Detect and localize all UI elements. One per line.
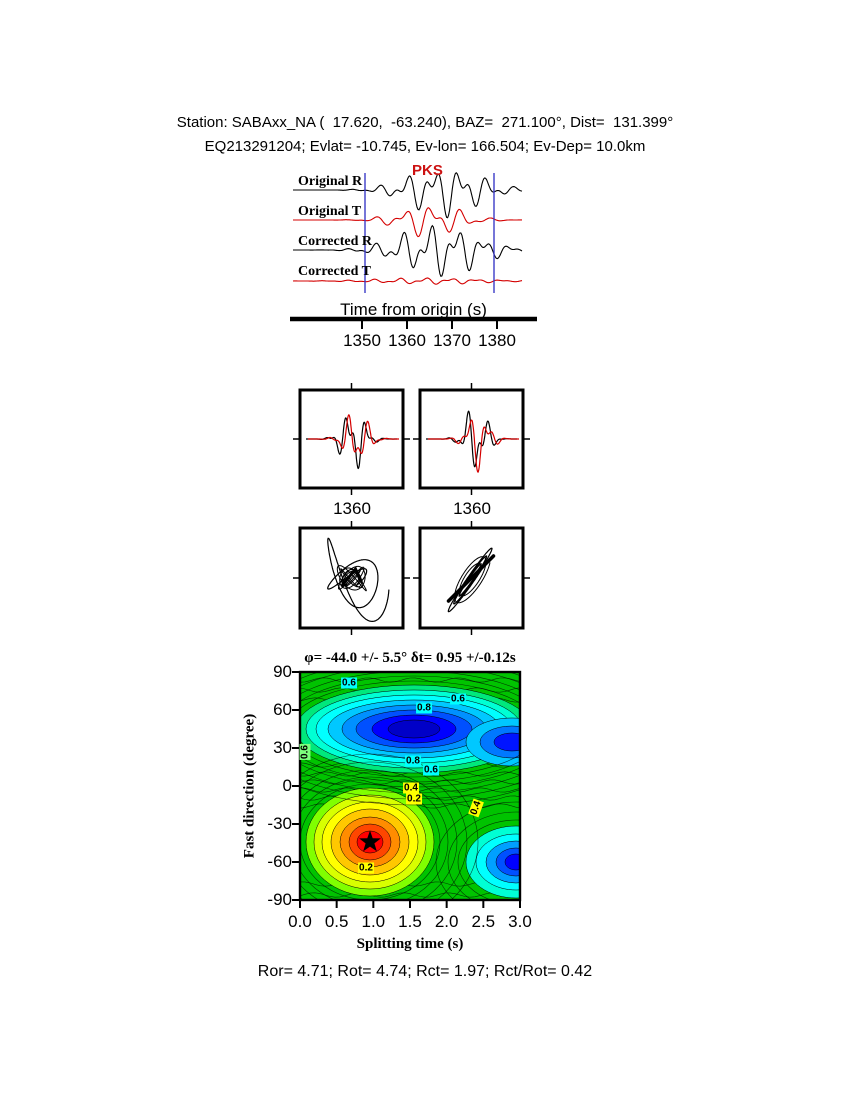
trace-label-original-t: Original T [298, 204, 362, 219]
contour-xtick-label: 2.5 [471, 912, 496, 931]
contour-title: φ= -44.0 +/- 5.5° δt= 0.95 +/-0.12s [304, 650, 516, 666]
contour-ytick-label: -30 [267, 814, 292, 833]
contour-xtick-label: 0.0 [288, 912, 312, 931]
contour-xtick-label: 0.5 [324, 912, 349, 931]
contour-level-label: 0.6 [423, 764, 439, 776]
contour-level-label: 0.2 [358, 862, 374, 874]
trace-label-corrected-t: Corrected T [298, 264, 371, 279]
contour-ytick-label: 60 [273, 700, 292, 719]
zoom-tick-left: 1360 [333, 499, 371, 518]
time-tick-1360: 1360 [388, 331, 426, 350]
contour-xlabel: Splitting time (s) [356, 936, 464, 952]
stats-footer: Ror= 4.71; Rot= 4.74; Rct= 1.97; Rct/Rot… [257, 963, 593, 980]
seismogram-trace-0 [293, 172, 523, 219]
time-axis-label: Time from origin (s) [340, 300, 487, 319]
overlay-wave [308, 414, 399, 455]
contour-xtick-label: 3.0 [508, 912, 532, 931]
phase-label: PKS [412, 162, 443, 179]
time-tick-1370: 1370 [433, 331, 471, 350]
contour-level-label: 0.6 [450, 693, 466, 705]
contour-ytick-label: -60 [267, 852, 292, 871]
seismogram-trace-1 [293, 207, 522, 238]
contour-level-label: 0.8 [405, 755, 421, 767]
particle-motion-curve [336, 565, 367, 592]
time-tick-1350: 1350 [343, 331, 381, 350]
overlay-wave [306, 417, 397, 470]
overlay-wave [428, 419, 519, 473]
linearized-motion-segment [341, 566, 362, 587]
contour-level-label: 0.8 [416, 702, 432, 714]
contour-ytick-label: 0 [282, 776, 292, 795]
time-tick-1380: 1380 [478, 331, 516, 350]
contour-ytick-label: 30 [273, 738, 292, 757]
contour-level-label: 0.2 [406, 793, 422, 805]
event-header: EQ213291204; Evlat= -10.745, Ev-lon= 166… [204, 138, 646, 155]
station-header: Station: SABAxx_NA ( 17.620, -63.240), B… [176, 114, 674, 131]
trace-label-corrected-r: Corrected R [298, 234, 372, 249]
contour-xtick-label: 1.5 [398, 912, 422, 931]
seismogram-trace-2 [293, 224, 523, 278]
contour-xtick-label: 2.0 [434, 912, 459, 931]
contour-xtick-label: 1.0 [361, 912, 386, 931]
trace-label-original-r: Original R [298, 174, 363, 189]
contour-level-label: 0.4 [403, 782, 419, 794]
best-fit-star [359, 830, 381, 852]
linearized-motion-segment [446, 554, 496, 603]
contour-level-label: 0.6 [341, 677, 357, 689]
contour-ytick-label: -90 [267, 890, 292, 909]
contour-level-label: 0.6 [299, 744, 311, 760]
seismogram-trace-3 [292, 277, 523, 285]
zoom-tick-right: 1360 [453, 499, 491, 518]
contour-ytick-label: 90 [273, 662, 292, 681]
